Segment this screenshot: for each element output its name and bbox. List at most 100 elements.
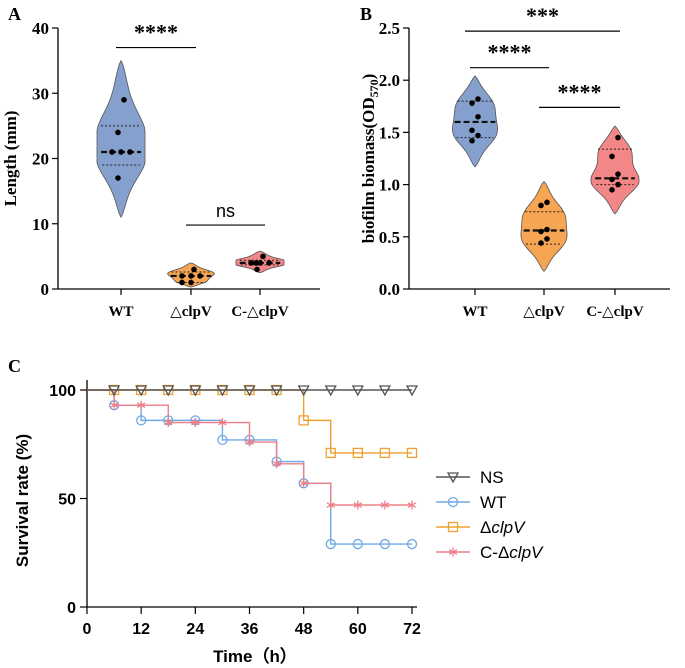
asterisk-stroke — [299, 480, 308, 487]
data-point — [544, 236, 550, 242]
square-marker — [298, 415, 309, 426]
data-point — [544, 199, 550, 206]
triangle-marker — [216, 385, 229, 397]
panel-c-survival-chart: C 0 50 100 0 12 24 36 48 60 72 Survival rate (%) Tim… — [8, 356, 544, 666]
y-axis-label-subscript: 570 — [367, 79, 381, 97]
asterisk-marker — [380, 500, 390, 510]
data-point — [121, 96, 127, 103]
y-axis-label-text: Length (mm) — [1, 111, 20, 207]
asterisk-marker — [407, 500, 417, 510]
data-point — [266, 260, 272, 266]
panel-a-violin-chart: A 0 10 20 30 40 Length (mm) WT △clpV C-△clpV **** n… — [1, 4, 320, 320]
data-point — [115, 175, 121, 181]
legend-label: ΔclpV — [480, 518, 526, 537]
x-tick-label: 24 — [186, 621, 204, 638]
x-tick-label: C-△clpV — [231, 304, 289, 320]
triangle-marker — [107, 385, 121, 397]
x-axis-label: Time（h） — [213, 646, 297, 666]
asterisk-stroke — [191, 419, 200, 426]
y-tick-label: 1.5 — [379, 123, 400, 142]
asterisk-marker — [245, 437, 254, 447]
data-point — [248, 260, 254, 266]
asterisk-marker — [353, 500, 363, 510]
y-tick-label: 2.0 — [379, 71, 400, 90]
data-point — [469, 137, 475, 144]
data-point — [197, 273, 203, 279]
asterisk-stroke — [218, 419, 227, 426]
asterisk-marker — [164, 418, 173, 428]
panel-label: B — [360, 4, 372, 24]
legend-label: NS — [480, 468, 504, 487]
y-axis-label-text: biofilm biomass(OD — [359, 97, 378, 243]
data-point — [615, 181, 621, 188]
triangle-marker — [135, 385, 148, 397]
data-point — [475, 132, 481, 139]
data-point — [109, 149, 115, 155]
asterisk-marker — [299, 478, 308, 488]
legend-name-italic: clpV — [509, 543, 544, 562]
violin-2 — [590, 125, 640, 215]
y-axis-label: biofilm biomass(OD570) — [359, 74, 381, 244]
triangle-marker — [378, 385, 392, 397]
triangle-marker — [243, 385, 256, 397]
data-point — [127, 149, 133, 155]
data-point — [469, 100, 475, 106]
square-marker — [352, 447, 363, 459]
square-marker — [447, 521, 459, 533]
asterisk-stroke — [136, 402, 146, 409]
data-point — [538, 228, 544, 235]
legend-label: C-ΔclpV — [480, 543, 544, 562]
data-point — [191, 266, 197, 273]
violin-0 — [96, 59, 146, 219]
circle-marker — [325, 538, 336, 550]
triangle-marker — [351, 385, 364, 397]
triangle-marker — [324, 385, 337, 397]
data-point — [115, 129, 121, 136]
square-marker — [406, 447, 418, 459]
data-point — [609, 153, 615, 160]
data-point — [118, 149, 124, 155]
asterisk-marker — [326, 500, 335, 510]
legend-name: WT — [480, 493, 506, 512]
asterisk-stroke — [272, 460, 281, 467]
y-tick-label: 0 — [67, 600, 76, 617]
legend-name: C-Δ — [480, 543, 509, 562]
x-tick-label: 72 — [403, 621, 421, 638]
data-point — [609, 176, 615, 183]
data-point — [544, 226, 550, 233]
circle-marker — [447, 496, 459, 508]
asterisk-marker — [109, 400, 119, 410]
y-tick-label: 100 — [49, 383, 76, 400]
legend-label: WT — [480, 493, 506, 512]
legend-name: NS — [480, 468, 504, 487]
circle-marker — [217, 434, 228, 446]
data-point — [257, 260, 263, 266]
y-tick-label: 0.5 — [379, 228, 400, 247]
data-point — [538, 240, 544, 246]
significance-label: ns — [216, 201, 235, 221]
asterisk-stroke — [326, 502, 335, 508]
circle-marker — [136, 415, 147, 426]
data-point — [615, 134, 621, 141]
legend-name-italic: clpV — [491, 518, 526, 537]
asterisk-stroke — [380, 502, 390, 508]
significance-label: **** — [558, 79, 602, 104]
asterisk-stroke — [407, 502, 417, 508]
square-marker — [379, 447, 391, 459]
asterisk-stroke — [109, 402, 119, 409]
x-tick-label: 0 — [83, 621, 92, 638]
data-point — [609, 187, 615, 193]
y-axis-label: Length (mm) — [1, 111, 20, 207]
y-axis-label: Survival rate (%) — [13, 434, 32, 567]
circle-marker — [379, 538, 391, 550]
x-tick-label: C-△clpV — [586, 304, 644, 320]
x-tick-label: 36 — [241, 621, 259, 638]
x-tick-label: WT — [462, 304, 487, 320]
asterisk-stroke — [245, 439, 254, 445]
y-tick-label: 40 — [32, 19, 49, 38]
y-tick-label: 20 — [32, 150, 49, 169]
violin-1 — [520, 180, 568, 272]
x-tick-label: 60 — [349, 621, 367, 638]
x-tick-label: △clpV — [523, 304, 565, 320]
y-tick-label: 0 — [41, 280, 50, 299]
